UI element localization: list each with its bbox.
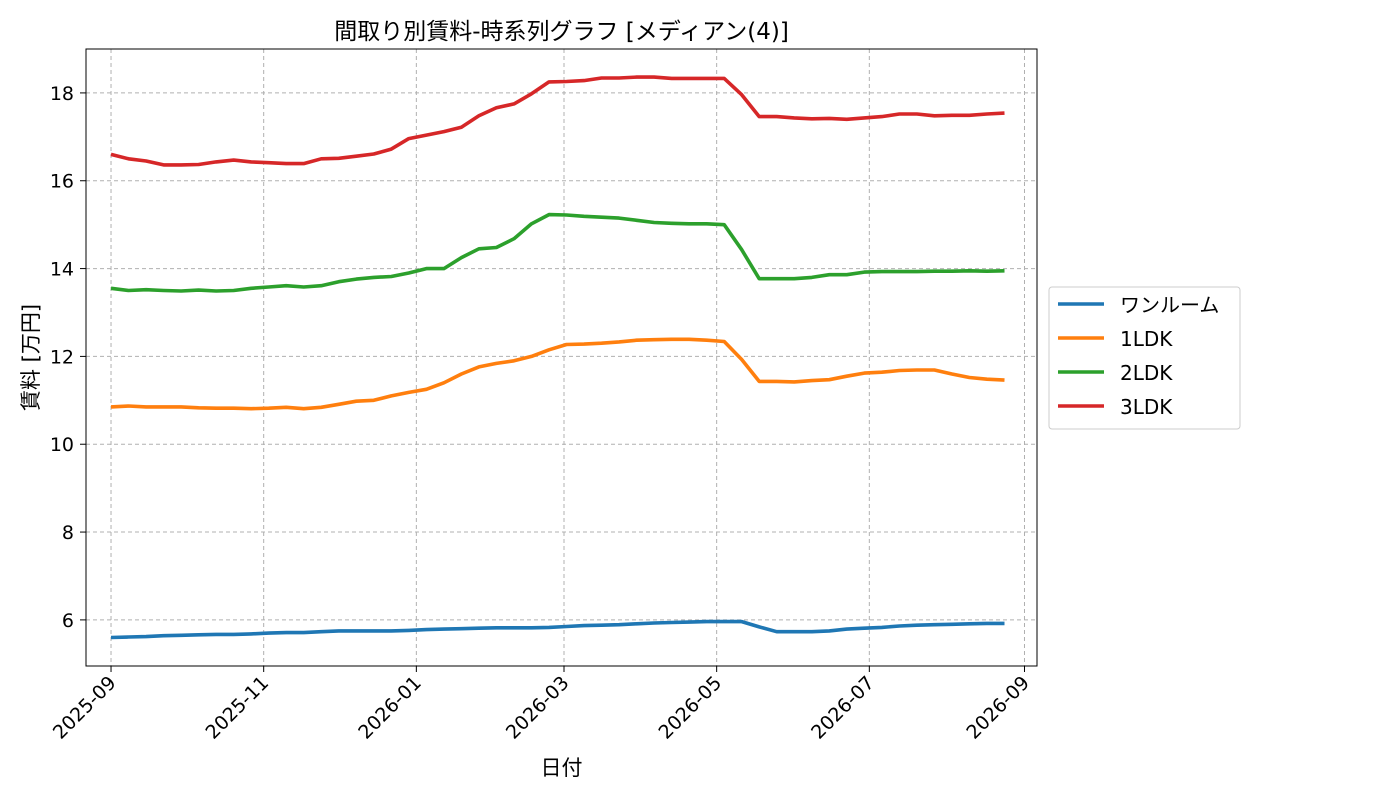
series-lines	[110, 75, 1005, 640]
y-tick-label: 10	[50, 434, 74, 456]
y-tick-label: 12	[50, 346, 74, 368]
series-line	[110, 212, 1005, 293]
y-tick-label: 14	[50, 259, 74, 281]
y-tick-label: 8	[62, 522, 74, 544]
x-axis-title: 日付	[541, 756, 583, 780]
chart-title: 間取り別賃料-時系列グラフ [メディアン(4)]	[334, 19, 789, 45]
y-axis-title: 賃料 [万円]	[19, 304, 43, 411]
legend-label: 3LDK	[1120, 395, 1173, 419]
series-line	[110, 619, 1005, 640]
legend-label: ワンルーム	[1120, 293, 1219, 317]
legend-box	[1048, 286, 1241, 430]
series-line	[110, 75, 1005, 167]
legend: ワンルーム 1LDK 2LDK 3LDK	[1048, 286, 1241, 430]
y-tick-label: 18	[50, 83, 74, 105]
series-line	[110, 337, 1005, 411]
legend-label: 2LDK	[1120, 361, 1173, 385]
legend-label: 1LDK	[1120, 327, 1173, 351]
y-tick-label: 16	[50, 171, 74, 193]
y-tick-label: 6	[62, 610, 74, 632]
y-axis: 6 8 10 12 14 16 18	[50, 83, 86, 632]
grid	[86, 49, 1037, 666]
plot-frame	[85, 48, 1038, 667]
